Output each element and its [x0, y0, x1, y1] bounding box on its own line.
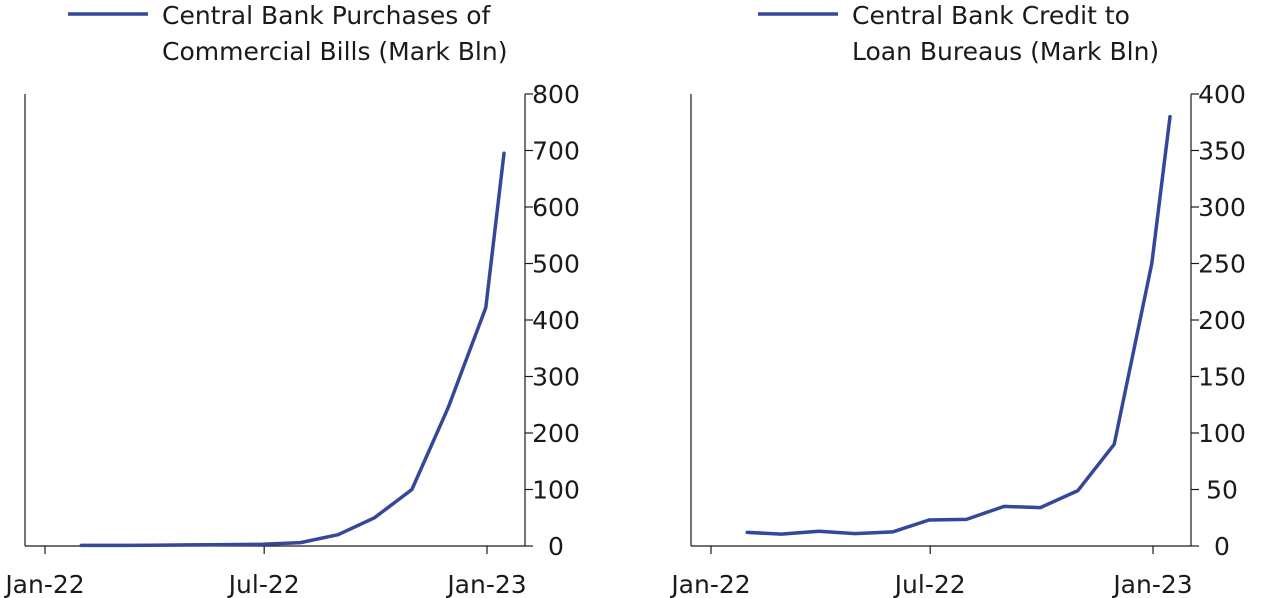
x-tick-label: Jan-22	[3, 570, 84, 598]
chart-panel-loan-bureaus: 0 50 100 150 200 250 300 350 400 Jan-22 Jul-22 Jan-…	[669, 1, 1246, 598]
y-tick-label: 500	[532, 250, 580, 279]
y-tick-label: 100	[1198, 419, 1246, 448]
y-tick-label: 700	[532, 137, 580, 166]
y-tick-label: 300	[1198, 193, 1246, 222]
y-tick-label: 200	[532, 419, 580, 448]
y-tick-label: 400	[532, 306, 580, 335]
x-tick-label: Jul-22	[227, 570, 300, 598]
y-tick-label: 150	[1198, 363, 1246, 392]
legend-label: Commercial Bills (Mark Bln)	[162, 37, 507, 66]
x-tick-label: Jan-23	[445, 570, 526, 598]
y-tick-label: 300	[532, 363, 580, 392]
series-line	[79, 151, 506, 548]
y-tick-label: 100	[532, 476, 580, 505]
y-tick-label: 600	[532, 193, 580, 222]
y-tick-label: 0	[1214, 532, 1230, 561]
y-tick-label: 0	[548, 532, 564, 561]
y-tick-label: 400	[1198, 80, 1246, 109]
y-tick-label: 50	[1206, 476, 1238, 505]
x-tick-label: Jan-23	[1111, 570, 1192, 598]
legend-label: Central Bank Purchases of	[162, 1, 492, 30]
y-tick-label: 200	[1198, 306, 1246, 335]
y-tick-label: 350	[1198, 137, 1246, 166]
series-line	[745, 114, 1172, 536]
chart-panel-commercial-bills: 0 100 200 300 400 500 600 700 800 Jan-22 Jul-22 Jan…	[3, 1, 580, 598]
legend-label: Central Bank Credit to	[852, 1, 1130, 30]
y-tick-label: 250	[1198, 250, 1246, 279]
x-tick-label: Jul-22	[893, 570, 966, 598]
x-tick-label: Jan-22	[669, 570, 750, 598]
legend-label: Loan Bureaus (Mark Bln)	[852, 37, 1159, 66]
y-tick-label: 800	[532, 80, 580, 109]
